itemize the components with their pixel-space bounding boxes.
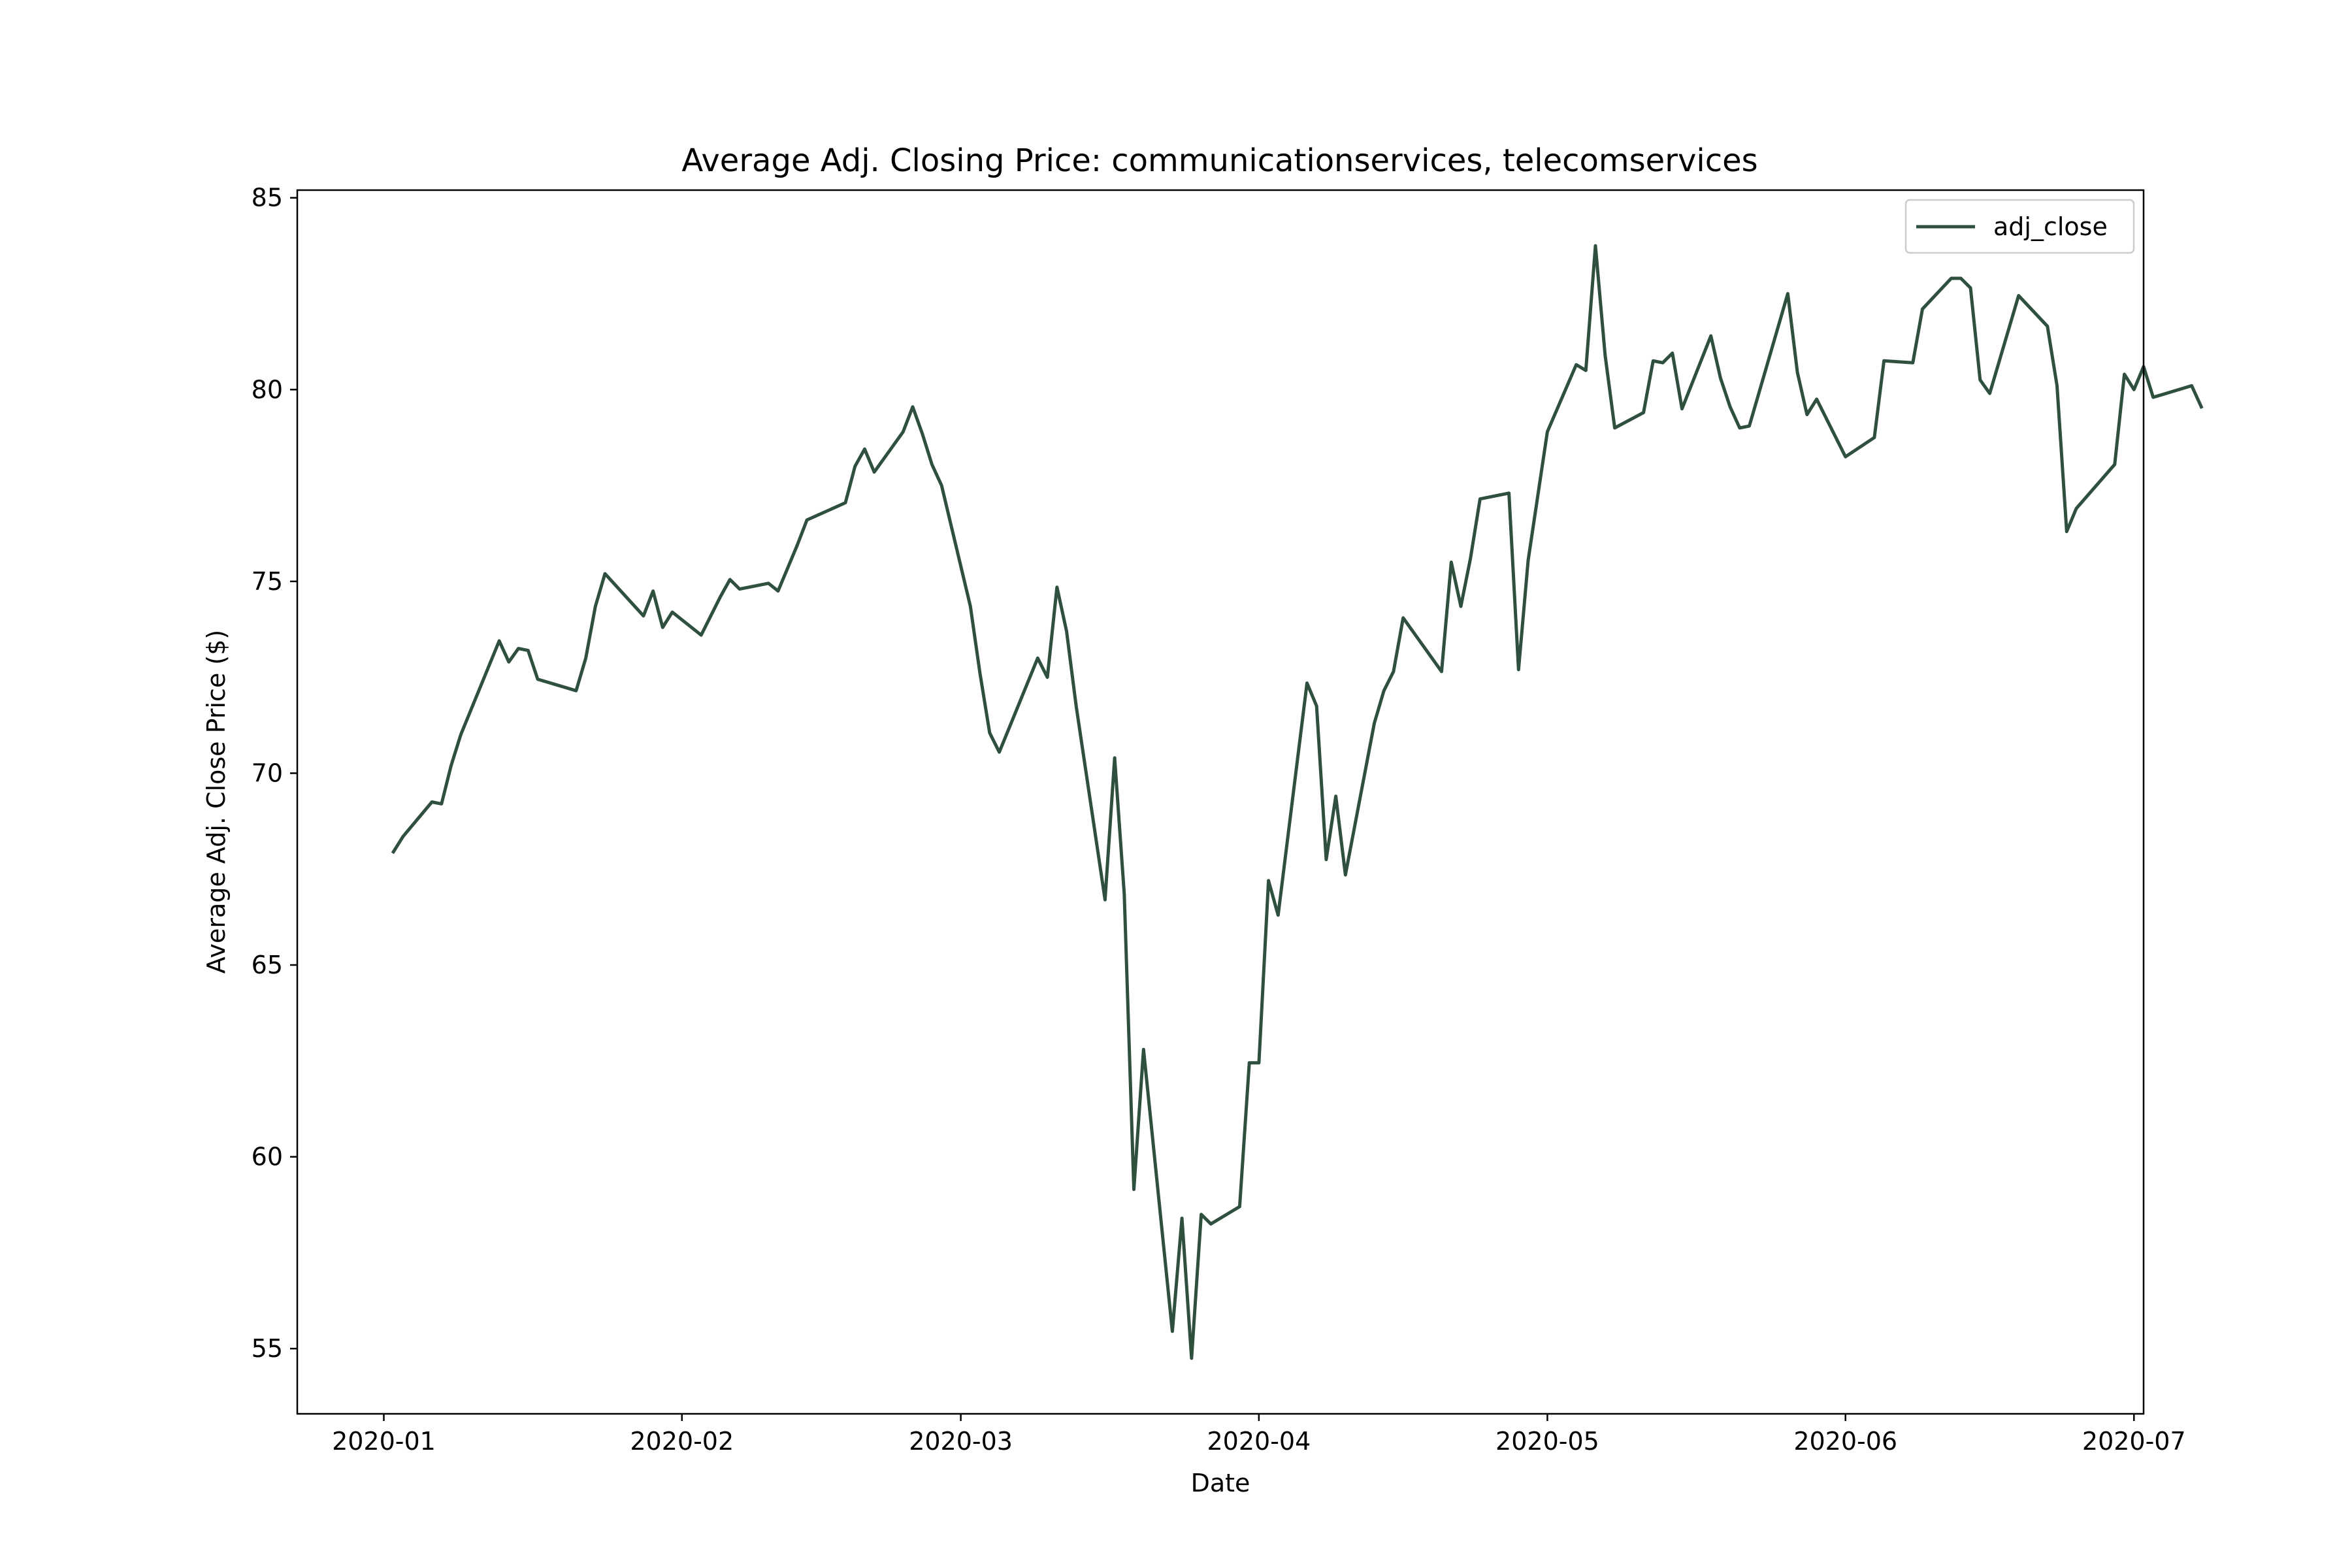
y-tick-label: 70	[252, 759, 283, 787]
plot-area	[391, 244, 2204, 1360]
x-tick-label: 2020-01	[332, 1427, 436, 1456]
y-tick-label: 85	[252, 184, 283, 212]
x-tick-label: 2020-04	[1207, 1427, 1311, 1456]
x-axis-label: Date	[1191, 1469, 1250, 1497]
y-axis: 55 60 65 70 75 80 85	[252, 184, 297, 1363]
y-tick-label: 55	[252, 1334, 283, 1363]
axes-frame	[296, 189, 2145, 1415]
x-tick-label: 2020-05	[1495, 1427, 1599, 1456]
x-axis: 2020-01 2020-02 2020-03 2020-04 2020-05 2020-…	[332, 1414, 2186, 1456]
legend-box	[1904, 199, 2135, 254]
y-axis-label: Average Adj. Close Price ($)	[202, 630, 231, 974]
chart-title: Average Adj. Closing Price: communicatio…	[681, 142, 1757, 179]
legend-label: adj_close	[1993, 212, 2108, 241]
x-tick-label: 2020-03	[909, 1427, 1013, 1456]
y-tick-label: 60	[252, 1143, 283, 1171]
y-tick-label: 65	[252, 951, 283, 979]
y-tick-label: 80	[252, 375, 283, 404]
legend: adj_close	[1904, 199, 2135, 254]
y-tick-label: 75	[252, 567, 283, 596]
series-line-adj_close	[391, 244, 2204, 1360]
x-tick-label: 2020-06	[1793, 1427, 1897, 1456]
x-tick-label: 2020-02	[630, 1427, 734, 1456]
x-tick-label: 2020-07	[2082, 1427, 2186, 1456]
